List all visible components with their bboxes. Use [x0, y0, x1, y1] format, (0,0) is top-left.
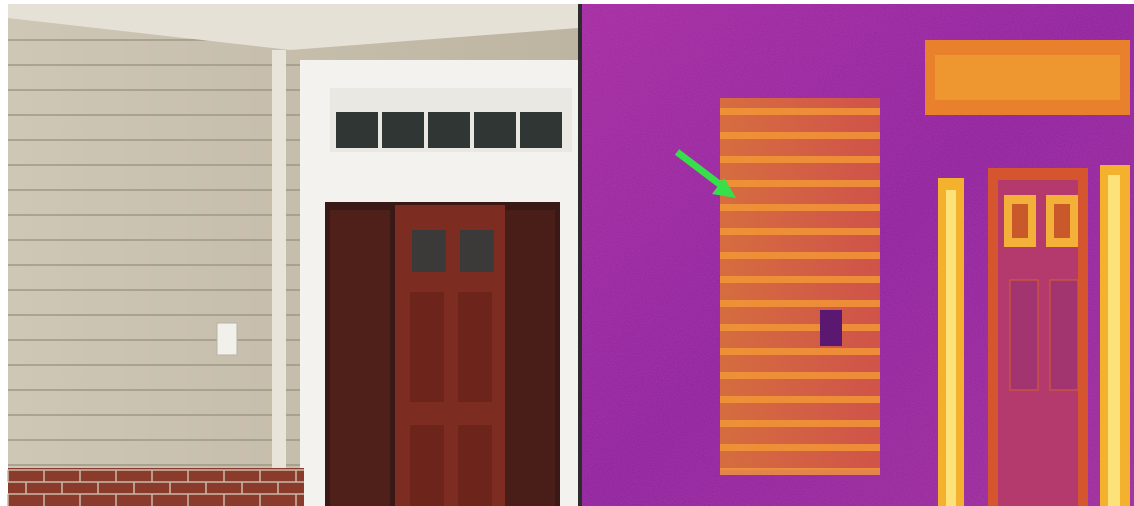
siding-lines [8, 39, 300, 466]
transom-pane [336, 112, 378, 148]
thermal-frame-right-hot [1108, 175, 1120, 506]
warm-siding-lines [720, 108, 880, 475]
transom-window [336, 112, 562, 148]
door-panel [410, 425, 444, 506]
thermal-frame-left-hot [946, 190, 956, 506]
warm-line [720, 324, 880, 331]
door-window [460, 230, 494, 272]
door-panel [458, 425, 492, 506]
sidelight-left [330, 210, 390, 506]
warm-line [720, 132, 880, 139]
warm-line [720, 156, 880, 163]
corner-trim [272, 50, 286, 470]
switch-plate [216, 322, 238, 356]
transom-pane [428, 112, 470, 148]
door-panel [410, 292, 444, 402]
thermal-transom-inner [935, 55, 1120, 100]
arrow-shaft [674, 149, 725, 189]
photo [7, 4, 580, 506]
warm-line [720, 372, 880, 379]
brick-base [8, 468, 304, 506]
transom-pane [520, 112, 562, 148]
thermal-door-panel [1049, 279, 1079, 391]
thermal-switch [820, 310, 842, 346]
warm-line [720, 252, 880, 259]
warm-line [720, 228, 880, 235]
warm-line [720, 276, 880, 283]
warm-line [720, 300, 880, 307]
thermal-image [582, 4, 1134, 506]
thermal-door-panel [1009, 279, 1039, 391]
warm-line [720, 468, 880, 475]
warm-line [720, 348, 880, 355]
warm-line [720, 396, 880, 403]
thermal-door-glass [1012, 204, 1028, 238]
warm-siding [720, 98, 880, 470]
warm-line [720, 444, 880, 451]
thermal-door-glass [1054, 204, 1070, 238]
arrow-head [712, 178, 736, 198]
door-window [412, 230, 446, 272]
warm-line [720, 420, 880, 427]
transom-pane [474, 112, 516, 148]
warm-line [720, 204, 880, 211]
warm-line [720, 180, 880, 187]
ceiling [8, 4, 578, 50]
brick-mortar [7, 469, 304, 506]
divider [578, 4, 582, 506]
door-panel [458, 292, 492, 402]
sidelight-right [500, 210, 555, 506]
transom-pane [382, 112, 424, 148]
warm-line [720, 108, 880, 115]
